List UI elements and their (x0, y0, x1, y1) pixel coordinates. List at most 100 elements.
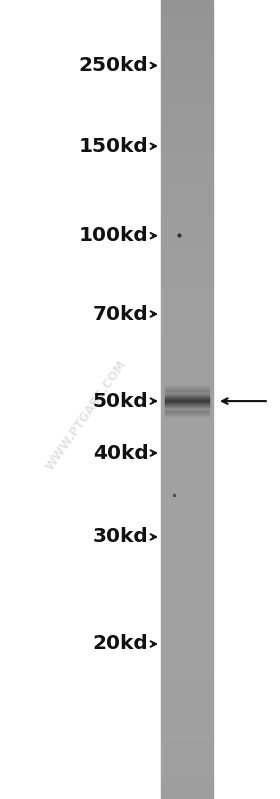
Bar (161, 344, 213, 352)
Bar (161, 559, 213, 567)
Bar (161, 711, 213, 719)
Bar (161, 48, 213, 56)
Bar (161, 328, 213, 336)
Bar (161, 360, 213, 368)
Text: 100kd: 100kd (79, 226, 148, 245)
Bar (161, 392, 213, 400)
Bar (165, 390, 209, 391)
Bar (161, 240, 213, 248)
Bar (161, 304, 213, 312)
Bar (161, 671, 213, 679)
Bar (161, 631, 213, 639)
Text: 70kd: 70kd (93, 304, 148, 324)
Bar (161, 575, 213, 583)
Bar (161, 439, 213, 447)
Bar (161, 471, 213, 479)
Bar (161, 719, 213, 727)
Bar (165, 413, 209, 414)
Bar (161, 288, 213, 296)
Bar (161, 256, 213, 264)
Bar (161, 280, 213, 288)
Bar (161, 72, 213, 80)
Bar (161, 599, 213, 607)
Bar (165, 415, 209, 416)
Bar (165, 389, 209, 390)
Bar (161, 407, 213, 415)
Bar (161, 647, 213, 655)
Bar (161, 463, 213, 471)
Bar (161, 783, 213, 791)
Bar (165, 412, 209, 413)
Bar (161, 80, 213, 88)
Bar (161, 623, 213, 631)
Bar (161, 32, 213, 40)
Bar (161, 759, 213, 767)
Text: 250kd: 250kd (79, 56, 148, 75)
Text: 50kd: 50kd (93, 392, 148, 411)
Bar (161, 248, 213, 256)
Bar (161, 232, 213, 240)
Bar (161, 447, 213, 455)
Bar (161, 535, 213, 543)
Bar (161, 400, 213, 407)
Bar (165, 388, 209, 389)
Bar (161, 503, 213, 511)
Bar (161, 336, 213, 344)
Bar (161, 735, 213, 743)
Bar (165, 385, 209, 386)
Bar (161, 663, 213, 671)
Bar (161, 200, 213, 208)
Bar (161, 128, 213, 136)
Bar (161, 24, 213, 32)
Bar (161, 192, 213, 200)
Bar (161, 216, 213, 224)
Bar (161, 136, 213, 144)
Bar (161, 727, 213, 735)
Bar (161, 224, 213, 232)
Bar (161, 703, 213, 711)
Bar (161, 160, 213, 168)
Bar (161, 88, 213, 96)
Bar (161, 791, 213, 799)
Bar (161, 296, 213, 304)
Bar (161, 431, 213, 439)
Bar (161, 144, 213, 152)
Bar (165, 416, 209, 417)
Bar (161, 120, 213, 128)
Bar (161, 16, 213, 24)
Bar (161, 368, 213, 376)
Bar (161, 567, 213, 575)
Bar (161, 104, 213, 112)
Bar (161, 455, 213, 463)
Bar (165, 410, 209, 411)
Bar (161, 96, 213, 104)
Bar (161, 56, 213, 64)
Bar (161, 519, 213, 527)
Bar (161, 551, 213, 559)
Bar (161, 152, 213, 160)
Bar (165, 386, 209, 387)
Bar (165, 391, 209, 392)
Bar (161, 376, 213, 384)
Bar (161, 352, 213, 360)
Bar (161, 591, 213, 599)
Bar (161, 767, 213, 775)
Bar (161, 495, 213, 503)
Bar (161, 479, 213, 487)
Bar (161, 320, 213, 328)
Bar (161, 384, 213, 392)
Bar (161, 272, 213, 280)
Bar (161, 184, 213, 192)
Bar (161, 208, 213, 216)
Bar (165, 414, 209, 415)
Text: 20kd: 20kd (93, 634, 148, 654)
Bar (161, 743, 213, 751)
Bar (161, 607, 213, 615)
Bar (161, 64, 213, 72)
Bar (161, 679, 213, 687)
Text: 30kd: 30kd (93, 527, 148, 547)
Bar (161, 423, 213, 431)
Bar (161, 487, 213, 495)
Text: 40kd: 40kd (93, 443, 148, 463)
Bar (161, 312, 213, 320)
